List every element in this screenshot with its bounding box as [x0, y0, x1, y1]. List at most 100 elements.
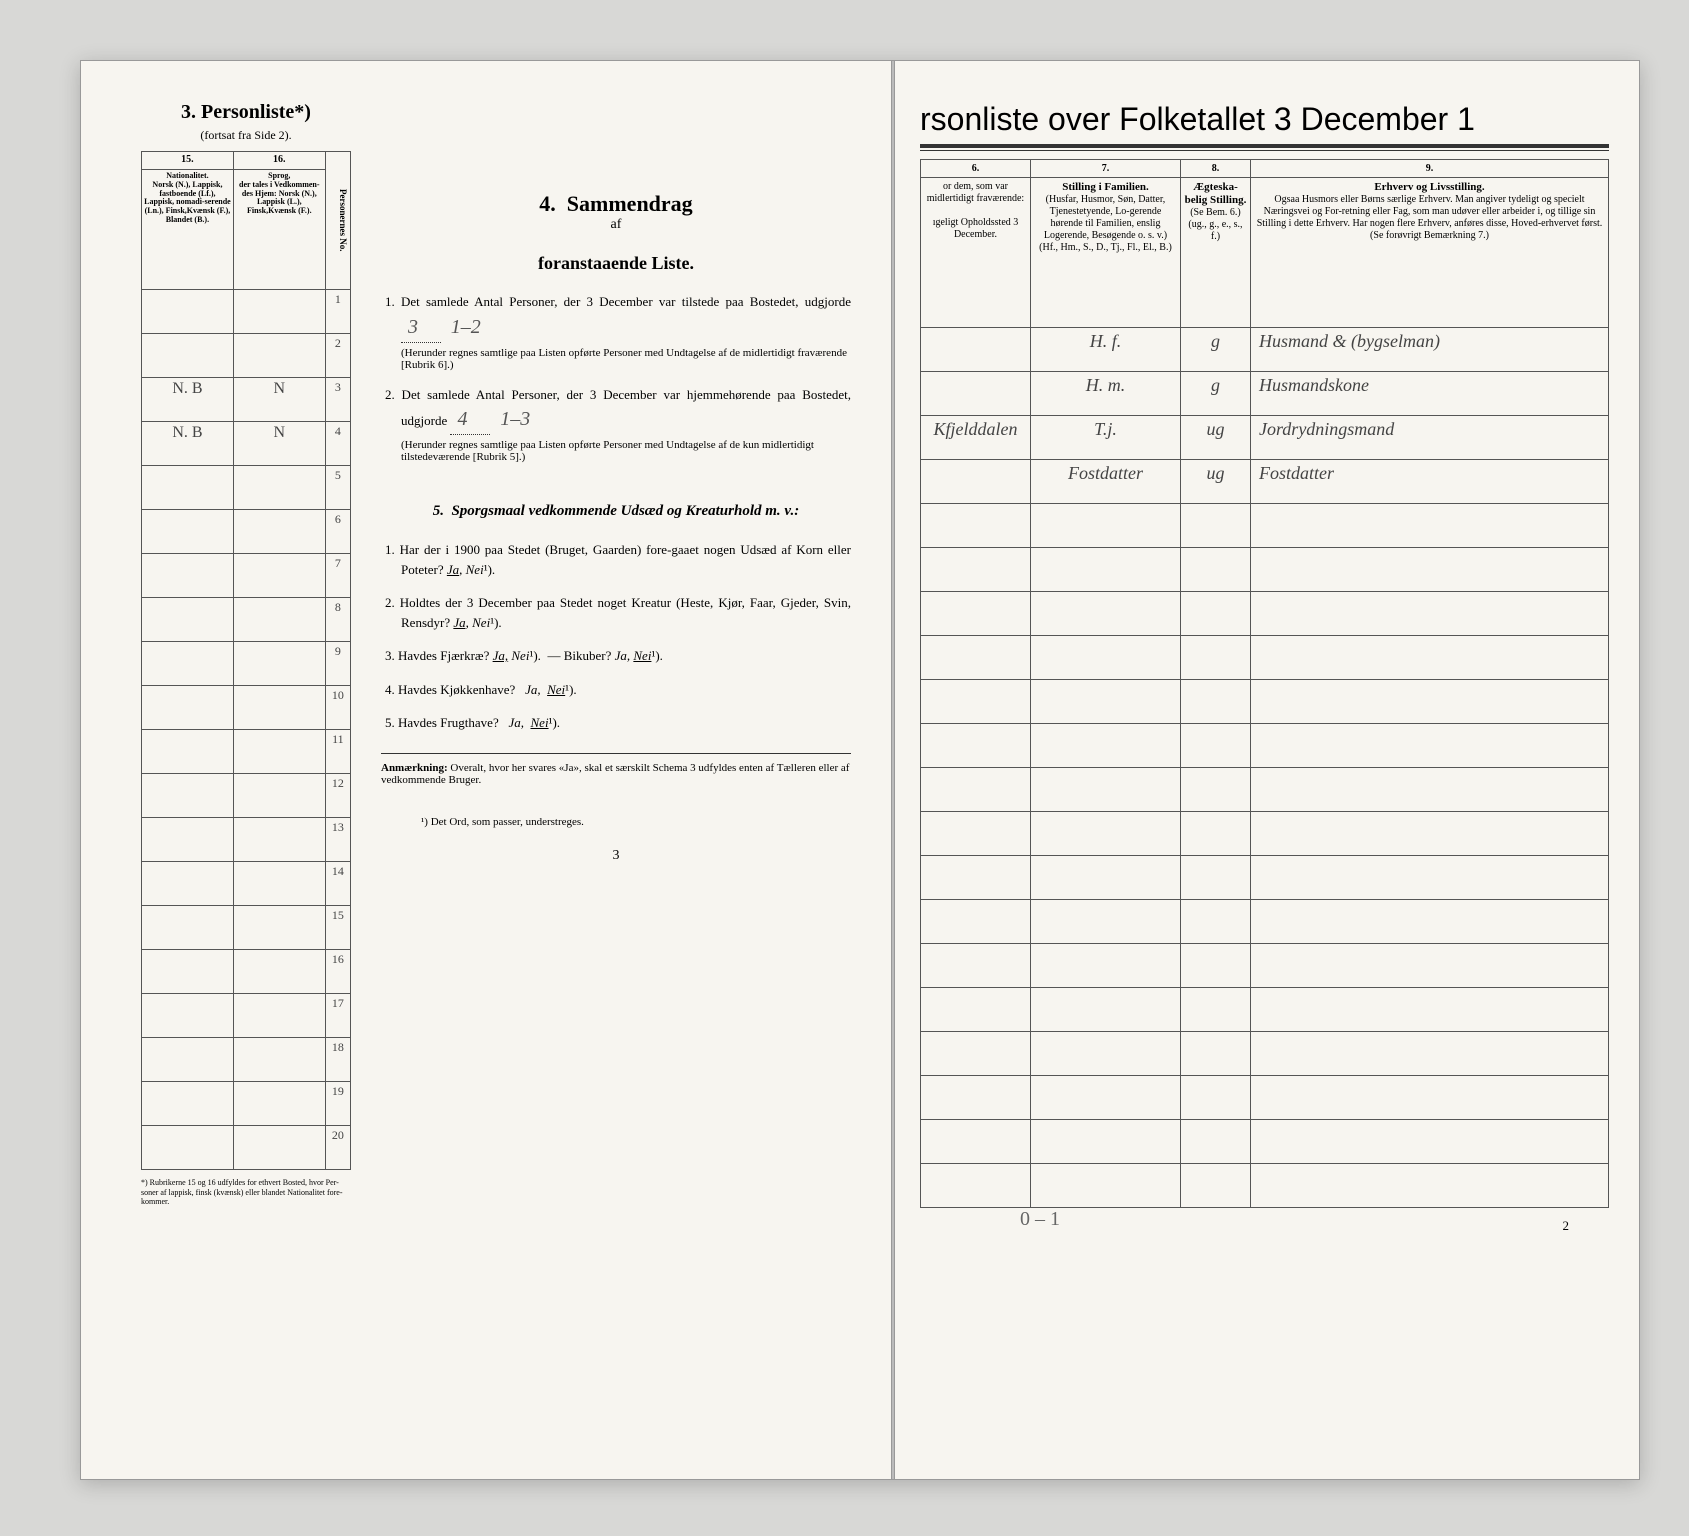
- table-cell: [142, 774, 234, 818]
- table-cell: [1250, 1164, 1608, 1208]
- table-cell: [142, 818, 234, 862]
- table-cell: N: [233, 422, 325, 466]
- q4: 4. Havdes Kjøkkenhave? Ja, Nei¹).: [381, 680, 851, 700]
- table-cell: [1180, 548, 1250, 592]
- table-cell: [1030, 988, 1180, 1032]
- table-cell: [1180, 1120, 1250, 1164]
- table-cell: [1030, 680, 1180, 724]
- q5: 5. Havdes Frugthave? Ja, Nei¹).: [381, 713, 851, 733]
- table-cell: H. m.: [1030, 372, 1180, 416]
- table-cell: ug: [1180, 416, 1250, 460]
- table-cell: [1250, 768, 1608, 812]
- section-4-title: 4. Sammendrag: [381, 191, 851, 217]
- item-2: 2. Det samlede Antal Personer, der 3 Dec…: [381, 385, 851, 436]
- table-cell: [233, 598, 325, 642]
- table-cell: [233, 730, 325, 774]
- table-cell: [233, 950, 325, 994]
- table-cell: [1250, 592, 1608, 636]
- q3: 3. Havdes Fjærkræ? Ja, Nei¹). — Bikuber?…: [381, 646, 851, 666]
- item-1-sub: (Herunder regnes samtlige paa Listen opf…: [381, 347, 851, 371]
- table-cell: [1030, 592, 1180, 636]
- table-cell: [1180, 944, 1250, 988]
- personliste-column: 3. Personliste*) (fortsat fra Side 2). 1…: [141, 101, 351, 1459]
- row-num: 10: [325, 686, 350, 730]
- table-cell: N. B: [142, 378, 234, 422]
- row-num: 7: [325, 554, 350, 598]
- footnote-center: ¹) Det Ord, som passer, understreges.: [381, 816, 851, 828]
- table-cell: [1030, 504, 1180, 548]
- title-rule: [920, 150, 1609, 151]
- table-cell: [233, 1082, 325, 1126]
- left-page: 3. Personliste*) (fortsat fra Side 2). 1…: [81, 61, 890, 1479]
- table-cell: H. f.: [1030, 328, 1180, 372]
- table-cell: [920, 328, 1030, 372]
- section-3-sub: (fortsat fra Side 2).: [141, 128, 351, 143]
- row-num: 20: [325, 1126, 350, 1170]
- table-cell: [1030, 944, 1180, 988]
- table-cell: [920, 680, 1030, 724]
- table-cell: Husmand & (bygselman): [1250, 328, 1608, 372]
- table-cell: [142, 994, 234, 1038]
- table-cell: N: [233, 378, 325, 422]
- table-cell: [1250, 680, 1608, 724]
- item-1: 1. Det samlede Antal Personer, der 3 Dec…: [381, 292, 851, 343]
- table-cell: [1250, 504, 1608, 548]
- item1-value: 3: [401, 312, 441, 343]
- table-cell: [1030, 1076, 1180, 1120]
- q1: 1. Har der i 1900 paa Stedet (Bruget, Ga…: [381, 540, 851, 579]
- table-cell: [142, 334, 234, 378]
- row-num: 13: [325, 818, 350, 862]
- col-16-num: 16.: [233, 152, 325, 170]
- table-cell: Kfjelddalen: [920, 416, 1030, 460]
- table-cell: [233, 1126, 325, 1170]
- section-4-sub1: af: [381, 217, 851, 233]
- table-cell: [233, 642, 325, 686]
- table-cell: [233, 818, 325, 862]
- table-cell: [142, 950, 234, 994]
- row-num: 18: [325, 1038, 350, 1082]
- table-cell: [1250, 900, 1608, 944]
- table-cell: [1180, 768, 1250, 812]
- table-cell: [142, 906, 234, 950]
- table-cell: [1030, 1032, 1180, 1076]
- table-cell: [1180, 636, 1250, 680]
- row-num: 2: [325, 334, 350, 378]
- table-cell: [1030, 812, 1180, 856]
- table-cell: [233, 510, 325, 554]
- table-cell: [233, 994, 325, 1038]
- table-cell: [233, 554, 325, 598]
- table-cell: g: [1180, 328, 1250, 372]
- col-person-num: Personernes No.: [325, 152, 350, 290]
- table-cell: [1250, 1032, 1608, 1076]
- table-cell: Jordrydningsmand: [1250, 416, 1608, 460]
- table-cell: [1180, 856, 1250, 900]
- sammendrag-column: 4. Sammendrag af foranstaaende Liste. 1.…: [351, 101, 851, 1459]
- col-15-header: Nationalitet. Norsk (N.), Lappisk, fastb…: [142, 170, 234, 290]
- table-cell: [1030, 636, 1180, 680]
- anmaerkning: Anmærkning: Overalt, hvor her svares «Ja…: [381, 753, 851, 786]
- row-num: 14: [325, 862, 350, 906]
- table-cell: [1250, 944, 1608, 988]
- table-cell: [920, 504, 1030, 548]
- row-num: 8: [325, 598, 350, 642]
- table-cell: [1180, 812, 1250, 856]
- table-cell: [1180, 988, 1250, 1032]
- footnote-left: *) Rubrikerne 15 og 16 udfyldes for ethv…: [141, 1178, 351, 1207]
- table-cell: [1250, 988, 1608, 1032]
- table-cell: [920, 1120, 1030, 1164]
- table-cell: [920, 460, 1030, 504]
- table-cell: [233, 862, 325, 906]
- table-cell: [1030, 1164, 1180, 1208]
- table-cell: [920, 900, 1030, 944]
- row-num: 12: [325, 774, 350, 818]
- table-cell: N. B: [142, 422, 234, 466]
- right-page: rsonliste over Folketallet 3 December 1 …: [890, 61, 1639, 1479]
- table-cell: [1180, 900, 1250, 944]
- table-cell: [142, 598, 234, 642]
- table-cell: [142, 730, 234, 774]
- table-cell: [1030, 1120, 1180, 1164]
- col6-num: 6.: [920, 160, 1030, 178]
- table-cell: [920, 856, 1030, 900]
- section-4-sub2: foranstaaende Liste.: [381, 253, 851, 274]
- table-cell: [233, 906, 325, 950]
